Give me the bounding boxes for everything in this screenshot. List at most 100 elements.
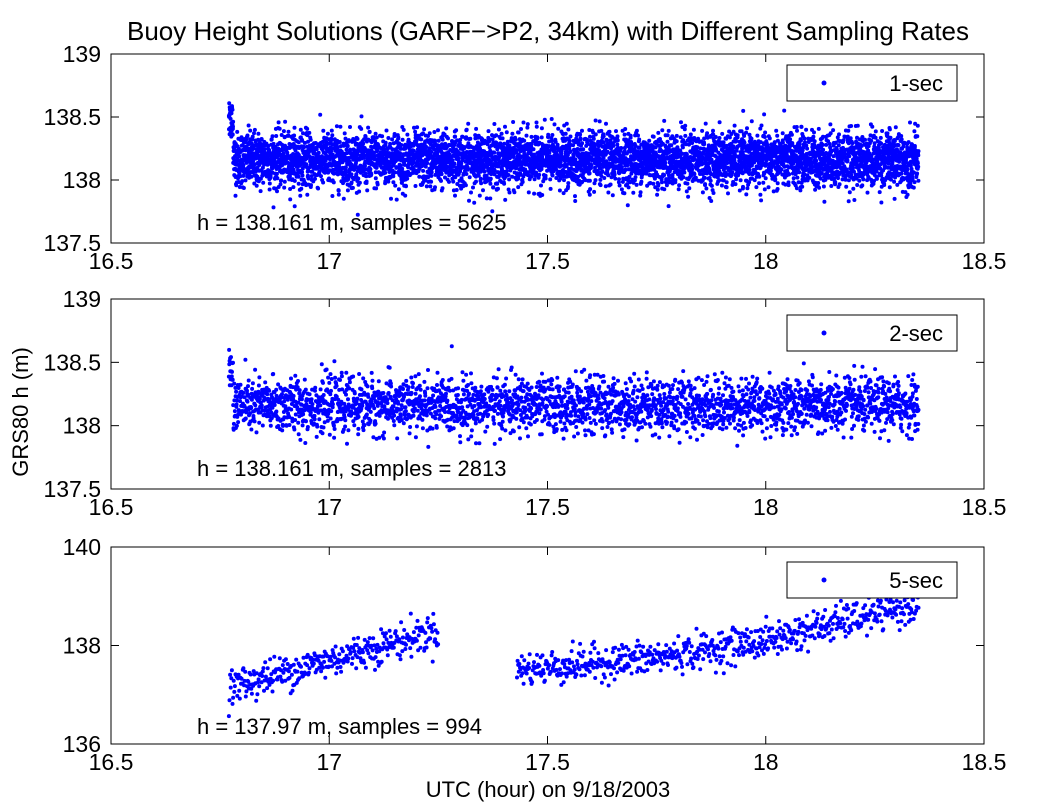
- data-point: [702, 175, 707, 180]
- data-point: [304, 162, 309, 167]
- data-point: [405, 176, 410, 181]
- data-point: [562, 178, 566, 183]
- data-point: [755, 133, 760, 138]
- data-point: [316, 186, 321, 191]
- data-point: [391, 180, 396, 185]
- data-point: [814, 158, 819, 163]
- data-point: [779, 167, 784, 172]
- data-point: [433, 185, 437, 190]
- data-point: [436, 128, 440, 133]
- data-point: [708, 178, 713, 183]
- data-point: [301, 131, 305, 136]
- data-point: [804, 127, 809, 132]
- data-point: [505, 139, 510, 144]
- data-point: [331, 180, 336, 185]
- data-point: [588, 134, 592, 139]
- data-point: [492, 168, 497, 173]
- data-point: [597, 119, 602, 124]
- data-point: [478, 146, 483, 151]
- data-point: [450, 158, 455, 163]
- data-point: [399, 143, 404, 147]
- data-point: [782, 108, 787, 113]
- data-point: [727, 135, 732, 140]
- data-point: [811, 134, 816, 139]
- data-point: [639, 179, 644, 184]
- data-point: [281, 151, 286, 156]
- data-point: [522, 138, 527, 143]
- data-point: [252, 131, 256, 136]
- data-point: [666, 204, 671, 209]
- data-point: [471, 185, 475, 190]
- data-point: [805, 146, 810, 151]
- data-point: [580, 128, 584, 133]
- data-point: [604, 121, 608, 126]
- data-point: [236, 146, 241, 151]
- data-point: [685, 181, 690, 186]
- data-point: [325, 131, 330, 136]
- data-point: [463, 183, 468, 188]
- data-point: [763, 130, 768, 135]
- data-point: [665, 139, 670, 144]
- data-point: [566, 181, 571, 186]
- data-point: [334, 124, 339, 129]
- data-point: [791, 176, 796, 181]
- data-point: [704, 186, 709, 191]
- data-point: [292, 204, 297, 209]
- data-point: [349, 180, 354, 185]
- data-point: [717, 136, 722, 140]
- data-point: [287, 174, 292, 179]
- data-point: [507, 177, 512, 182]
- data-point: [251, 159, 256, 164]
- data-point: [241, 173, 246, 178]
- data-point: [686, 194, 691, 199]
- data-point: [237, 154, 242, 159]
- data-point: [492, 150, 497, 155]
- data-point: [797, 170, 802, 175]
- data-point: [243, 178, 248, 183]
- data-point: [786, 183, 791, 188]
- data-point: [267, 181, 272, 186]
- data-point: [747, 167, 752, 172]
- data-point: [564, 121, 569, 126]
- data-point: [366, 125, 371, 130]
- data-point: [479, 181, 484, 186]
- data-point: [588, 187, 593, 192]
- data-point: [344, 147, 349, 152]
- data-point: [429, 170, 434, 175]
- data-point: [749, 136, 754, 141]
- data-point: [411, 148, 416, 153]
- data-point: [380, 134, 385, 139]
- data-point: [230, 132, 235, 137]
- data-point: [414, 139, 419, 144]
- data-point: [359, 126, 364, 131]
- data-point: [321, 180, 326, 185]
- data-point: [309, 174, 314, 179]
- data-point: [389, 196, 393, 201]
- data-point: [631, 190, 636, 195]
- data-point: [610, 193, 615, 198]
- data-point: [313, 176, 317, 181]
- data-point: [345, 143, 350, 148]
- data-point: [608, 182, 613, 187]
- data-point: [424, 184, 429, 189]
- data-point: [348, 147, 353, 152]
- data-point: [453, 193, 457, 198]
- data-point: [474, 126, 479, 131]
- data-point: [550, 173, 555, 178]
- data-point: [469, 190, 473, 195]
- data-point: [812, 139, 817, 144]
- data-point: [364, 179, 369, 184]
- data-point: [288, 197, 293, 202]
- data-point: [474, 179, 478, 184]
- data-point: [337, 140, 342, 144]
- data-point: [682, 127, 687, 132]
- data-point: [711, 191, 716, 195]
- data-point: [230, 107, 235, 112]
- data-point: [494, 133, 499, 138]
- data-point: [238, 174, 243, 179]
- data-point: [821, 184, 826, 189]
- data-point: [593, 132, 598, 137]
- data-point: [742, 140, 747, 145]
- data-point: [578, 136, 583, 141]
